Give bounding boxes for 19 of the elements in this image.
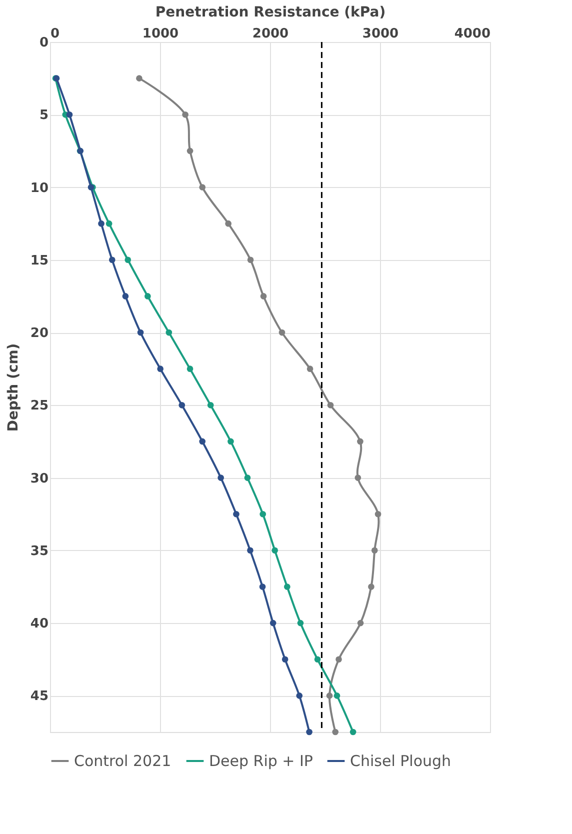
x-tick-label: 3000 <box>362 26 399 42</box>
y-tick-label: 30 <box>30 471 48 486</box>
y-tick-label: 5 <box>39 108 48 124</box>
x-tick-label: 1000 <box>142 26 179 42</box>
legend-label: Deep Rip + IP <box>209 752 313 770</box>
x-tick-label: 4000 <box>454 26 490 42</box>
y-tick-label: 15 <box>30 253 48 268</box>
y-tick-label: 20 <box>30 326 48 342</box>
y-tick-label: 35 <box>30 544 48 559</box>
y-tick-label: 25 <box>30 398 48 414</box>
x-axis-title: Penetration Resistance (kPa) <box>155 4 386 20</box>
legend-label: Chisel Plough <box>350 752 452 770</box>
y-axis-title: Depth (cm) <box>5 343 22 432</box>
legend-label: Control 2021 <box>74 752 172 770</box>
y-tick-label: 40 <box>30 616 48 632</box>
y-tick-label: 10 <box>30 180 48 196</box>
y-tick-label: 45 <box>30 689 48 704</box>
x-tick-label: 2000 <box>252 26 289 42</box>
x-tick-label: 0 <box>50 26 60 42</box>
